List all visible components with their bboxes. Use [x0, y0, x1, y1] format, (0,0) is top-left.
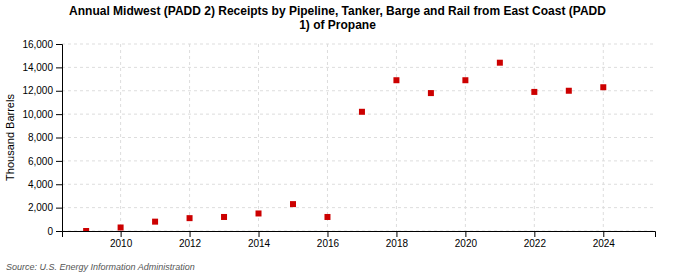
point [566, 88, 572, 94]
tick: 14,000 [22, 62, 62, 73]
tick: 0 [47, 226, 62, 237]
title-line: Annual Midwest (PADD 2) Receipts by Pipe… [69, 4, 606, 18]
point [393, 77, 399, 83]
tick: 4,000 [28, 179, 62, 190]
tick-label: 16,000 [22, 39, 53, 50]
tick-label: 2022 [524, 238, 547, 249]
grid [62, 44, 655, 231]
y-axis: 0 2,000 4,000 6,000 8,000 10,000 12,000 14,000 1… [22, 39, 62, 237]
plot: 2010 2012 2014 2016 2018 2020 2022 2024 0 2,000 4,… [22, 39, 655, 249]
tick: 2010 [110, 231, 133, 249]
point [324, 214, 330, 220]
tick-label: 6,000 [28, 156, 53, 167]
grid-line [396, 44, 397, 231]
annotation: Source: U.S. Energy Information Administ… [6, 262, 195, 272]
tick-label: 14,000 [22, 62, 53, 73]
tick-label: 2018 [386, 238, 409, 249]
tick-label: 2024 [593, 238, 616, 249]
grid-line [62, 137, 655, 138]
tick-label: 2012 [179, 238, 202, 249]
point [221, 214, 227, 220]
tick: 8,000 [28, 132, 62, 143]
tick-label: 8,000 [28, 132, 53, 143]
tick-label: 4,000 [28, 179, 53, 190]
x-axis: 2010 2012 2014 2016 2018 2020 2022 2024 [63, 231, 656, 249]
tick-mark [56, 161, 62, 162]
tick: 2024 [593, 231, 616, 249]
tick-mark [603, 231, 604, 237]
point [428, 90, 434, 96]
tick: 10,000 [22, 109, 62, 120]
tick: 2,000 [28, 202, 62, 213]
points [83, 60, 606, 231]
tick-mark [56, 91, 62, 92]
tick: 2020 [455, 231, 478, 249]
tick: 2022 [524, 231, 547, 249]
grid-line [258, 44, 259, 231]
y-axis-label: Thousand Barrels [4, 94, 16, 181]
point [83, 228, 89, 231]
title: Annual Midwest (PADD 2) Receipts by Pipe… [69, 4, 606, 32]
tick: 2012 [179, 231, 202, 249]
point [290, 201, 296, 207]
tick: 2014 [248, 231, 271, 249]
point [359, 109, 365, 115]
tick-label: 2020 [455, 238, 478, 249]
chart: Annual Midwest (PADD 2) Receipts by Pipe… [0, 0, 675, 275]
grid-line [534, 44, 535, 231]
tick-label: 0 [47, 226, 53, 237]
tick-mark [56, 114, 62, 115]
point [187, 215, 193, 221]
tick-label: 10,000 [22, 109, 53, 120]
grid-line [62, 67, 655, 68]
grid-line [62, 114, 655, 115]
tick-mark [56, 67, 62, 68]
tick-label: 2014 [248, 238, 271, 249]
point [152, 219, 158, 225]
tick-mark [56, 138, 62, 139]
tick: 2018 [386, 231, 409, 249]
tick-label: 2,000 [28, 202, 53, 213]
tick-mark [56, 184, 62, 185]
point [256, 210, 262, 216]
axis-line [56, 45, 63, 232]
grid-line [120, 44, 121, 231]
tick: 12,000 [22, 85, 62, 96]
tick-mark [56, 44, 62, 45]
tick-mark [327, 231, 328, 237]
tick-mark [534, 231, 535, 237]
point [497, 60, 503, 66]
tick-label: 2016 [317, 238, 340, 249]
title-line: 1) of Propane [299, 18, 376, 32]
tick-mark [259, 231, 260, 237]
axis-line [63, 232, 656, 238]
tick-mark [396, 231, 397, 237]
grid-line [62, 160, 655, 161]
tick-label: 2010 [110, 238, 133, 249]
grid-line [62, 184, 655, 185]
point [462, 77, 468, 83]
tick: 16,000 [22, 39, 62, 50]
tick: 2016 [317, 231, 340, 249]
tick-mark [465, 231, 466, 237]
tick-mark [190, 231, 191, 237]
tick-label: 12,000 [22, 85, 53, 96]
grid-line [62, 207, 655, 208]
point [118, 224, 124, 230]
point [531, 89, 537, 95]
point [600, 84, 606, 90]
tick-mark [121, 231, 122, 237]
tick: 6,000 [28, 156, 62, 167]
tick-mark [56, 208, 62, 209]
grid-line [62, 44, 655, 45]
tick-mark [56, 231, 62, 232]
